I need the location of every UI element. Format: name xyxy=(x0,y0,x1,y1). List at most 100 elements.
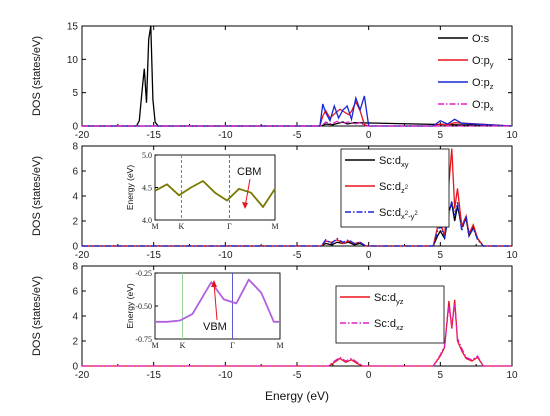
inset-y-tick-label: -0.50 xyxy=(135,302,152,311)
legend-main: s xyxy=(484,33,490,45)
inset-y-axis-label: Energy (eV) xyxy=(125,165,135,211)
legend-label: O:px xyxy=(472,99,494,113)
legend-sub: x xyxy=(401,212,405,221)
x-tick-label: -20 xyxy=(75,370,90,381)
x-tick-label: -10 xyxy=(218,370,233,381)
x-tick-label: -20 xyxy=(75,130,90,141)
k-point-label: M xyxy=(276,341,283,350)
x-tick-label: -15 xyxy=(146,250,161,261)
k-point-label: K xyxy=(180,341,186,350)
y-tick-label: 8 xyxy=(72,262,78,273)
cbm-arrow xyxy=(244,178,251,208)
inset-y-axis-label: Energy (eV) xyxy=(125,283,135,329)
inset-band-line xyxy=(154,180,276,208)
x-tick-label: -5 xyxy=(293,370,302,381)
legend-base: Sc: xyxy=(374,318,390,330)
x-tick-label: 10 xyxy=(506,370,518,381)
top-y-axis-label: DOS (states/eV) xyxy=(31,36,43,116)
inset-y-tick-label: -0.75 xyxy=(135,335,152,344)
x-axis-label: Energy (eV) xyxy=(265,389,329,403)
y-tick-label: 5 xyxy=(72,88,78,99)
legend-label: Sc:dxz xyxy=(374,318,404,332)
legend-label: Sc:dx2-y2 xyxy=(379,207,418,221)
y-tick-label: 4 xyxy=(72,192,78,203)
x-tick-label: -5 xyxy=(293,130,302,141)
top-legend: O:sO:pyO:pzO:px xyxy=(438,33,494,113)
legend-label: Sc:dz2 xyxy=(379,181,409,195)
legend-base: Sc: xyxy=(379,155,395,167)
legend-frame xyxy=(340,148,450,228)
legend-base: O: xyxy=(472,33,484,45)
series-line-sc-d-xz xyxy=(82,304,512,367)
legend-sub: yz xyxy=(396,297,404,306)
y-tick-label: 0 xyxy=(72,122,78,133)
legend-base: O: xyxy=(472,77,484,89)
legend-sub: z xyxy=(401,186,405,195)
x-tick-label: 10 xyxy=(506,130,518,141)
legend-label: Sc:dyz xyxy=(374,292,404,306)
legend-subtail: -y xyxy=(408,212,414,221)
cbm-arrow-head xyxy=(242,202,248,209)
legend-subsup: 2 xyxy=(405,211,409,217)
x-tick-label: -15 xyxy=(146,130,161,141)
inset-y-tick-label: 5.0 xyxy=(142,151,152,160)
legend-main: d xyxy=(395,207,401,219)
x-tick-label: -5 xyxy=(293,250,302,261)
y-tick-label: 2 xyxy=(72,217,78,228)
middle-panel: -20 -15 -10 -5 0 5 10 0 2 4 6 8 xyxy=(72,142,518,262)
top-panel-frame xyxy=(81,25,513,127)
k-point-label: Γ xyxy=(230,341,235,350)
bottom-y-axis-label: DOS (states/eV) xyxy=(31,276,43,356)
x-tick-label: 0 xyxy=(366,250,372,261)
y-tick-label: 2 xyxy=(72,337,78,348)
y-tick-label: 0 xyxy=(72,242,78,253)
legend-sub: x xyxy=(490,104,494,113)
y-tick-label: 6 xyxy=(72,287,78,298)
legend-base: Sc: xyxy=(379,181,395,193)
legend-main: d xyxy=(390,318,396,330)
k-point-label: Γ xyxy=(227,222,232,231)
k-point-label: M xyxy=(151,222,158,231)
legend-base: O: xyxy=(472,55,484,67)
legend-layer: O:sO:pyO:pzO:pxSc:dxySc:dz2Sc:dx2-y2Sc:d… xyxy=(335,33,494,344)
x-tick-label: 5 xyxy=(438,370,444,381)
legend-main: p xyxy=(484,77,490,89)
top-panel: -20 -15 -10 -5 0 5 10 0 5 10 15 xyxy=(67,22,518,142)
x-tick-label: -10 xyxy=(218,130,233,141)
legend-main: p xyxy=(484,99,490,111)
legend-main: d xyxy=(390,292,396,304)
x-tick-label: 5 xyxy=(438,250,444,261)
vbm-arrow xyxy=(213,282,218,321)
x-tick-label: 10 xyxy=(506,250,518,261)
inset-y-tick-label: -0.25 xyxy=(135,269,152,278)
x-tick-label: -10 xyxy=(218,250,233,261)
legend-subsup2: 2 xyxy=(414,211,418,217)
legend-main: d xyxy=(395,181,401,193)
inset-y-tick-label: 4.0 xyxy=(142,216,152,225)
x-tick-label: -20 xyxy=(75,250,90,261)
k-point-label: M xyxy=(271,222,278,231)
vbm-arrow-head xyxy=(211,280,217,287)
plot-layer: -20 -15 -10 -5 0 5 10 0 5 10 15 -20 -15 -10 -5 0 5 10 0 2 4 6… xyxy=(67,22,518,382)
middle-y-axis-label: DOS (states/eV) xyxy=(31,156,43,236)
y-tick-label: 8 xyxy=(72,142,78,153)
inset-frame xyxy=(154,154,276,221)
y-tick-label: 15 xyxy=(67,22,79,33)
legend-label: O:py xyxy=(472,55,494,69)
inset-frame xyxy=(154,272,281,340)
x-tick-label: -15 xyxy=(146,370,161,381)
cbm-annotation: CBM xyxy=(237,166,261,178)
legend-label: Sc:dxy xyxy=(379,155,409,169)
bottom-panel: -20 -15 -10 -5 0 5 10 0 2 4 6 8 xyxy=(72,262,518,382)
legend-sub: z xyxy=(490,82,494,91)
legend-label: O:s xyxy=(472,33,490,45)
series-line-o-p-x xyxy=(82,120,512,127)
legend-main: p xyxy=(484,55,490,67)
y-tick-label: 0 xyxy=(72,362,78,373)
legend-base: Sc: xyxy=(379,207,395,219)
